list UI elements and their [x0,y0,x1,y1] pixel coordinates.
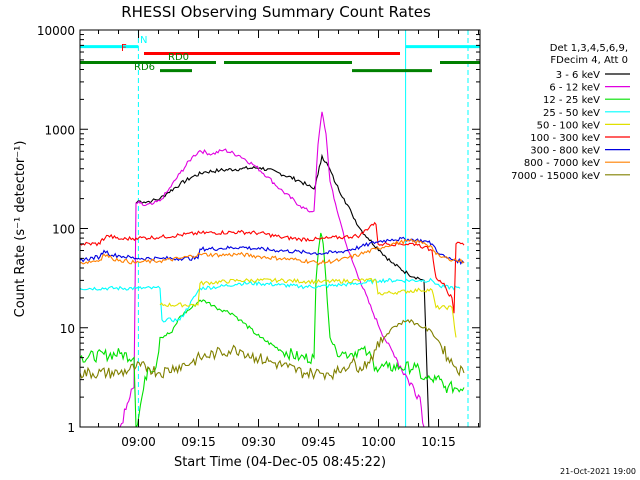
series-line-3 [80,277,461,323]
series-line-5 [80,221,465,314]
plot-area [80,30,480,427]
y-axis-label: Count Rate (s⁻¹ detector⁻¹) [13,141,28,318]
y-axis-ticks: 1 10 100 1000 10000 [37,24,480,435]
footer-date: 21-Oct-2021 19:00 [560,467,636,476]
series-line-0 [135,153,430,427]
y-tick-label: 1000 [44,123,75,137]
x-tick-label: 09:30 [241,435,276,449]
series-line-1 [119,111,425,427]
legend-header: FDecim 4, Att 0 [550,55,628,66]
legend-entry-label: 6 - 12 keV [549,83,600,94]
legend: Det 1,3,4,5,6,9,FDecim 4, Att 0 3 - 6 keV… [511,43,630,182]
legend-entry-label: 50 - 100 keV [537,120,601,131]
legend-entry-label: 7000 - 15000 keV [511,171,600,182]
chart-title: RHESSI Observing Summary Count Rates [121,3,431,21]
legend-entry-label: 800 - 7000 keV [524,158,600,169]
legend-entry-label: 12 - 25 keV [543,95,600,106]
series-line-4 [159,277,457,338]
annotation-label-2: RD0 [168,52,189,63]
annotation-label-3: RD6 [134,62,155,73]
annotation-label-1: F [121,43,127,54]
x-axis-label: Start Time (04-Dec-05 08:45:22) [174,455,386,470]
x-tick-label: 09:15 [181,435,216,449]
annotation-label-0: N [140,35,147,46]
y-tick-label: 1 [67,421,75,435]
series-line-6 [80,236,465,265]
legend-entry-label: 100 - 300 keV [530,133,600,144]
x-tick-label: 09:45 [301,435,336,449]
y-tick-label: 100 [52,223,75,237]
x-tick-label: 10:00 [361,435,396,449]
legend-header: Det 1,3,4,5,6,9, [550,43,628,54]
legend-entry-label: 3 - 6 keV [556,70,600,81]
series-line-2 [80,232,465,427]
legend-entry-label: 25 - 50 keV [543,108,600,119]
legend-entry-label: 300 - 800 keV [530,146,600,157]
series-line-7 [80,238,465,266]
y-tick-label: 10 [60,322,75,336]
series-line-8 [80,319,465,381]
plot-frame [79,29,481,428]
y-tick-label: 10000 [37,24,75,38]
x-tick-label: 09:00 [121,435,156,449]
x-axis-ticks: 09:00 09:15 09:30 09:45 10:00 10:15 [98,30,480,449]
x-tick-label: 10:15 [421,435,456,449]
